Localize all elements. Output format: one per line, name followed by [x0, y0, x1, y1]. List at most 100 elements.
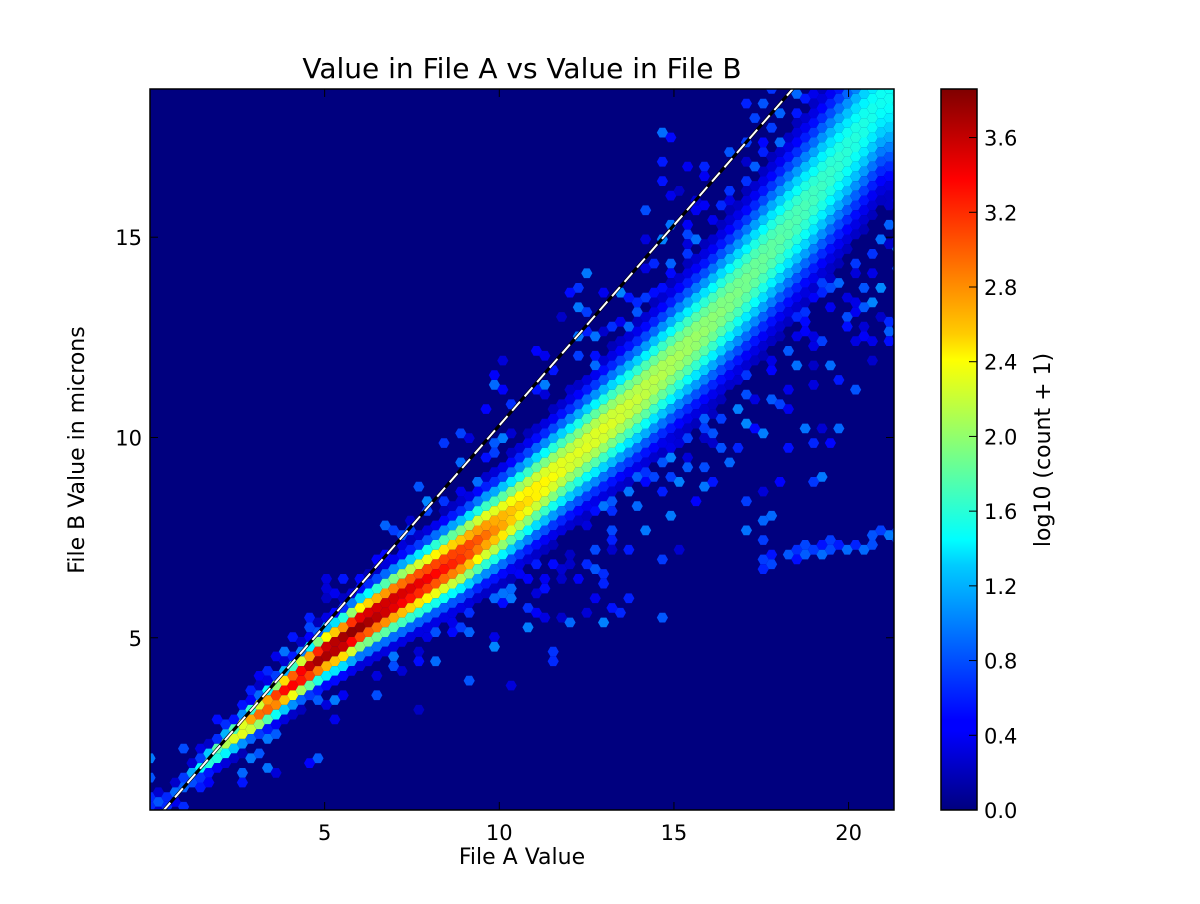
hexbin-cell	[320, 700, 332, 710]
hexbin-cell	[816, 249, 828, 259]
hexbin-cell	[572, 496, 584, 507]
hexbin-cell	[883, 530, 894, 540]
hexbin-cell	[808, 438, 820, 448]
hexbin-cell	[698, 287, 710, 298]
hexbin-cell	[640, 370, 652, 380]
hexbin-cell	[816, 210, 828, 220]
hexbin-cell	[766, 297, 778, 308]
hexbin-cell	[698, 249, 710, 259]
hexbin-cell	[824, 302, 836, 313]
hexbin-cell	[816, 142, 828, 152]
hexbin-cell	[749, 268, 761, 279]
hexbin-cell	[682, 394, 694, 405]
hexbin-cell	[673, 292, 685, 303]
hexbin-cell	[581, 607, 593, 618]
hexbin-cell	[564, 501, 576, 511]
hexbin-cell	[640, 438, 652, 448]
hexbin-cell	[606, 544, 618, 555]
hexbin-cell	[606, 389, 618, 400]
hexbin-cell	[640, 341, 652, 351]
hexbin-cell	[833, 423, 845, 434]
hexbin-cell	[194, 753, 206, 764]
hexbin-cell	[404, 535, 416, 545]
hexbin-cell	[648, 433, 660, 443]
hexbin-cell	[430, 588, 442, 599]
reference-line-layer	[161, 89, 795, 810]
hexbin-cell	[413, 656, 425, 667]
hexbin-cell	[640, 467, 652, 477]
hexbin-cell	[472, 535, 484, 545]
hexbin-cell	[648, 375, 660, 385]
hexbin-cell	[236, 777, 248, 788]
hexbin-cell	[497, 588, 509, 599]
hexbin-cell	[379, 569, 391, 579]
x-tick-label: 10	[486, 821, 513, 845]
hexbin-cell	[556, 438, 568, 448]
hexbin-cell	[530, 607, 542, 618]
hexbin-cell	[572, 486, 584, 497]
hexbin-cell	[883, 113, 894, 123]
hexbin-cell	[757, 98, 769, 109]
hexbin-cell	[598, 462, 610, 473]
hexbin-cell	[589, 467, 601, 477]
hexbin-cell	[480, 588, 492, 599]
hexbin-cell	[278, 704, 290, 715]
hexbin-cell	[782, 171, 794, 182]
hexbin-cell	[211, 763, 223, 773]
hexbin-cell	[530, 549, 542, 560]
hexbin-cell	[682, 336, 694, 346]
hexbin-cell	[606, 603, 618, 613]
hexbin-cell	[850, 161, 862, 172]
hexbin-cell	[430, 549, 442, 560]
hexbin-cell	[682, 268, 694, 279]
hexbin-cell	[631, 365, 643, 376]
hexbin-cell	[623, 418, 635, 429]
colorbar-tick-label: 0.0	[984, 799, 1017, 823]
hexbin-cell	[598, 433, 610, 443]
hexbin-cell	[883, 326, 894, 337]
hexbin-cell	[682, 404, 694, 414]
hexbin-cell	[665, 307, 677, 317]
hexbin-cell	[791, 224, 803, 235]
hexbin-cell	[211, 753, 223, 764]
hexbin-cell	[556, 574, 568, 584]
hexbin-cell	[782, 258, 794, 269]
hexbin-cell	[656, 428, 668, 439]
hexbin-cell	[791, 312, 803, 322]
hexbin-cell	[715, 413, 727, 424]
hexbin-cell	[656, 457, 668, 468]
hexbin-cell	[883, 93, 894, 104]
hexbin-cell	[430, 656, 442, 667]
hexbin-cell	[698, 375, 710, 385]
hexbin-cell	[505, 564, 517, 574]
hexbin-cell	[824, 263, 836, 274]
hexbin-cell	[833, 200, 845, 211]
hexbin-cell	[824, 108, 836, 119]
hexbin-cell	[480, 481, 492, 492]
hexbin-cell	[808, 166, 820, 177]
hexbin-cell	[396, 617, 408, 628]
hexbin-cell	[446, 617, 458, 628]
hexbin-cell	[850, 540, 862, 550]
hexbin-cell	[808, 360, 820, 371]
hexbin-cell	[757, 273, 769, 283]
hexbin-cell	[413, 598, 425, 608]
hexbin-cell	[782, 278, 794, 288]
hexbin-cell	[530, 520, 542, 531]
hexbin-cell	[312, 695, 324, 705]
hexbin-cell	[715, 365, 727, 376]
hexbin-cell	[774, 302, 786, 313]
hexbin-cell	[724, 341, 736, 351]
hexbin-cell	[715, 278, 727, 288]
hexbin-cell	[875, 98, 887, 109]
hexbin-cell	[648, 336, 660, 346]
hexbin-cell	[740, 496, 752, 507]
hexbin-cell	[270, 690, 282, 701]
hexbin-cell	[782, 249, 794, 259]
hexbin-cell	[304, 690, 316, 701]
hexbin-cell	[824, 166, 836, 177]
hexbin-cell	[539, 506, 551, 516]
hexbin-cell	[388, 612, 400, 623]
hexbin-cell	[589, 506, 601, 516]
